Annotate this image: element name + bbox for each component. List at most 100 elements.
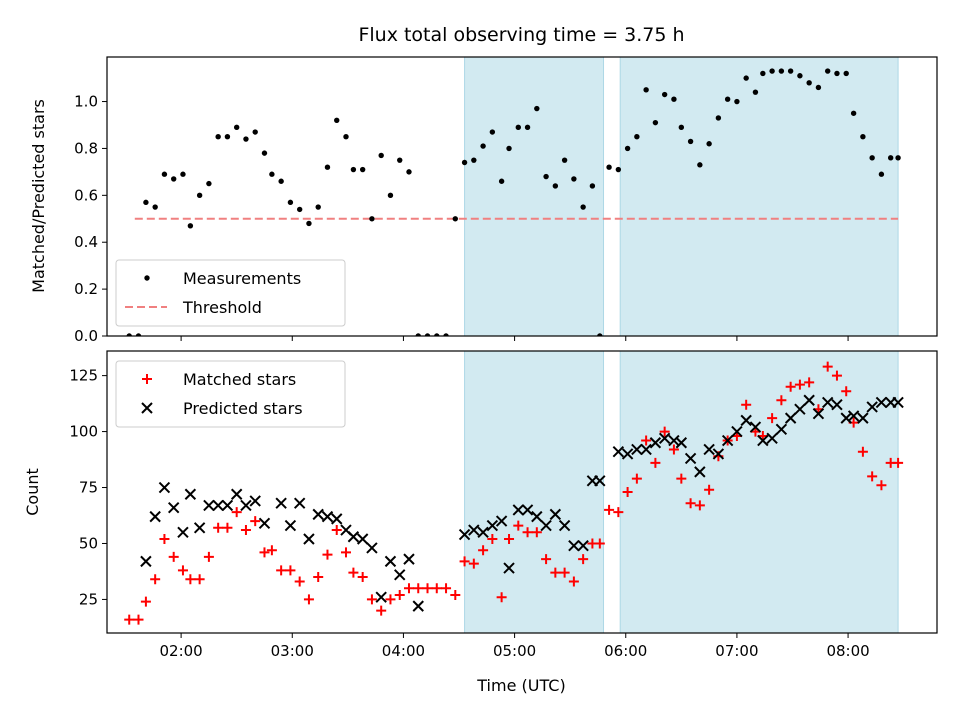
measurement-point xyxy=(860,134,866,140)
predicted-star-point xyxy=(784,412,797,424)
predicted-star-point xyxy=(230,488,243,500)
measurement-point xyxy=(589,183,596,189)
measurement-point xyxy=(406,169,412,175)
x-tick-label: 08:00 xyxy=(826,642,869,660)
measurement-point xyxy=(571,176,577,182)
measurement-point xyxy=(452,216,459,222)
predicted-star-point xyxy=(892,396,904,409)
measurement-point xyxy=(315,204,321,210)
y-tick-label: 125 xyxy=(69,367,98,385)
predicted-star-point xyxy=(140,555,152,568)
measurement-point xyxy=(261,150,268,156)
predicted-star-point xyxy=(684,452,697,465)
legend-label: Matched stars xyxy=(183,370,296,389)
matched-star-point xyxy=(133,614,144,625)
measurement-point xyxy=(359,166,366,173)
predicted-star-point xyxy=(512,504,525,516)
matched-star-point xyxy=(741,399,752,410)
matched-star-point xyxy=(366,594,377,605)
legend-label: Predicted stars xyxy=(183,399,303,418)
measurement-point xyxy=(296,206,303,213)
matched-star-point xyxy=(513,520,524,531)
predicted-star-point xyxy=(477,526,489,538)
matched-star-point xyxy=(413,583,424,594)
measurement-point xyxy=(278,178,284,184)
matched-star-point xyxy=(159,534,170,544)
predicted-star-point xyxy=(486,519,499,532)
matched-star-point xyxy=(357,572,368,583)
matched-star-point xyxy=(168,551,179,562)
predicted-star-point xyxy=(703,443,715,456)
x-tick-label: 03:00 xyxy=(271,642,314,660)
matched-star-point xyxy=(794,379,805,390)
predicted-star-point xyxy=(275,497,287,509)
y-tick-label: 0.6 xyxy=(74,186,98,204)
matched-star-point xyxy=(403,583,414,594)
predicted-star-point xyxy=(240,499,252,512)
series-measurements xyxy=(126,68,901,336)
predicted-star-point xyxy=(821,396,834,409)
top-panel: 0.0 0.2 0.4 0.6 0.8 1.0 Measurements Threshold xyxy=(74,56,938,345)
observing-interval-1 xyxy=(464,56,605,337)
matched-star-point xyxy=(531,527,542,538)
measurement-point xyxy=(224,134,231,140)
predicted-star-point xyxy=(721,434,734,447)
measurement-point xyxy=(895,155,901,161)
x-tick-label: 06:00 xyxy=(604,642,647,660)
observing-interval-2 xyxy=(619,350,899,634)
matched-star-point xyxy=(459,556,470,567)
legend-measurements-marker xyxy=(144,275,150,281)
measurement-point xyxy=(489,129,496,135)
matched-star-point xyxy=(831,370,842,381)
predicted-star-point xyxy=(540,519,552,532)
predicted-star-point xyxy=(394,569,406,581)
measurement-point xyxy=(724,96,731,102)
matched-star-point xyxy=(259,547,270,558)
matched-star-point xyxy=(694,500,705,511)
measurement-point xyxy=(580,204,586,210)
matched-star-point xyxy=(303,594,314,605)
predicted-star-point xyxy=(675,437,688,449)
measurement-point xyxy=(824,68,831,74)
predicted-star-point xyxy=(847,410,860,422)
predicted-star-point xyxy=(840,412,852,424)
matched-star-point xyxy=(294,576,305,587)
measurement-point xyxy=(850,110,857,116)
y-tick-label: 0.4 xyxy=(74,233,98,251)
predicted-star-point xyxy=(558,519,571,532)
matched-star-point xyxy=(659,426,670,437)
series-predicted-stars xyxy=(140,394,904,612)
matched-star-point xyxy=(331,525,342,536)
predicted-star-point xyxy=(775,423,788,436)
measurement-point xyxy=(187,223,194,229)
top-y-axis-label: Matched/Predicted stars xyxy=(29,99,48,293)
measurement-point xyxy=(815,84,822,91)
measurement-point xyxy=(706,141,712,147)
x-tick-label: 04:00 xyxy=(382,642,425,660)
measurement-point xyxy=(369,216,375,222)
matched-star-point xyxy=(622,487,633,497)
measurement-point xyxy=(561,157,568,163)
measurement-point xyxy=(206,180,212,187)
matched-star-point xyxy=(348,567,359,578)
measurement-point xyxy=(170,176,177,182)
measurement-point xyxy=(252,129,258,135)
matched-star-point xyxy=(876,480,887,491)
axes-frame xyxy=(106,56,938,337)
measurement-point xyxy=(843,70,849,77)
predicted-star-point xyxy=(375,591,387,603)
matched-star-point xyxy=(496,592,507,603)
measurement-point xyxy=(269,171,275,177)
predicted-star-point xyxy=(577,540,589,552)
legend-predicted-marker xyxy=(141,402,153,414)
measurement-point xyxy=(834,70,840,77)
predicted-star-point xyxy=(612,446,625,458)
measurement-point xyxy=(334,117,340,124)
predicted-star-point xyxy=(594,475,606,487)
predicted-star-point xyxy=(649,437,662,449)
matched-star-point xyxy=(641,435,652,446)
matched-star-point xyxy=(203,551,214,562)
measurement-point xyxy=(671,96,677,102)
measurement-point xyxy=(752,89,759,95)
